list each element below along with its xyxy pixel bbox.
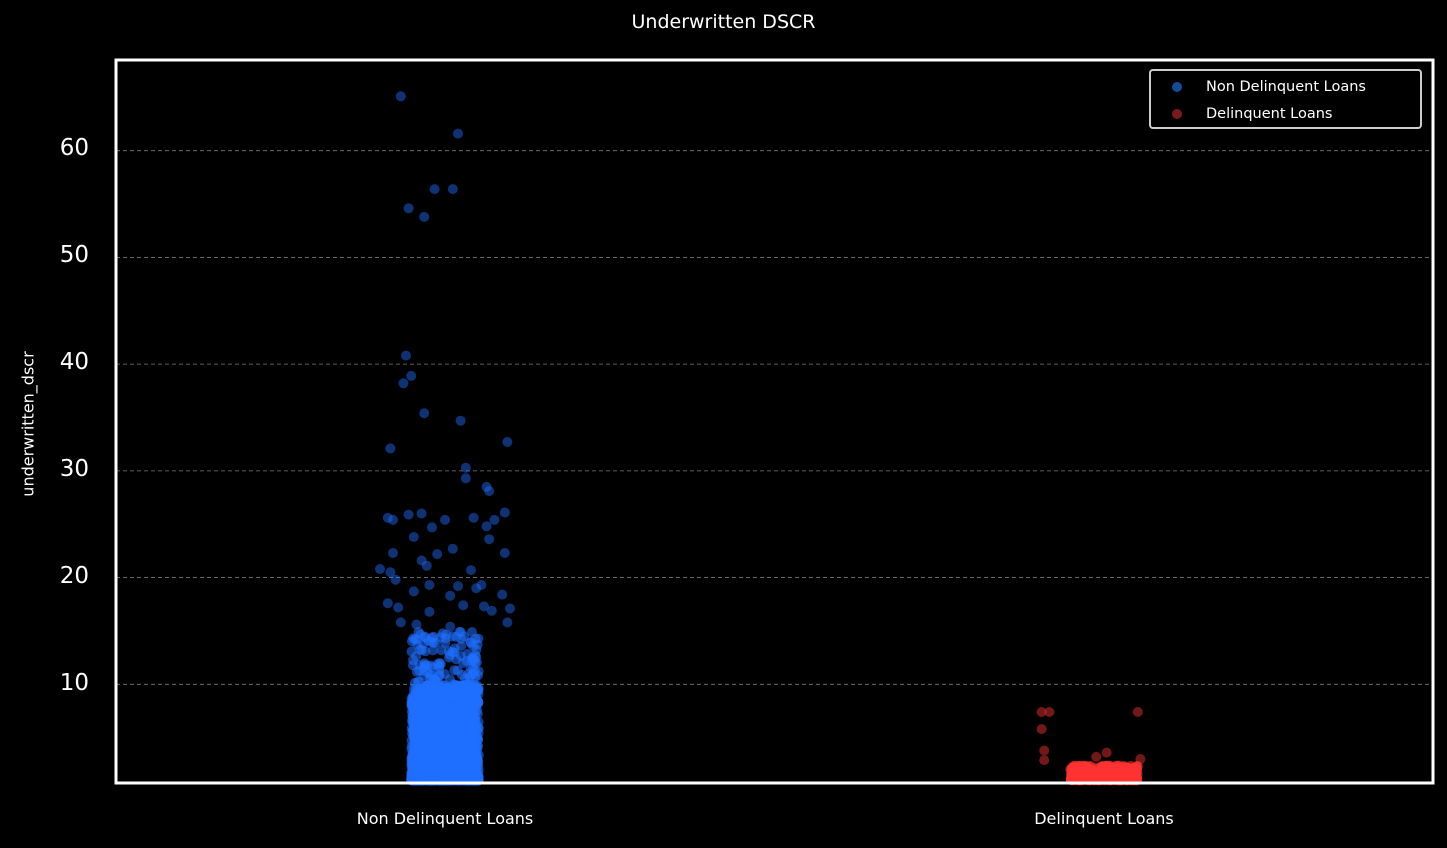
scatter-points <box>375 91 1146 786</box>
legend-item-non-delinquent: Non Delinquent Loans <box>1151 77 1366 97</box>
y-tick-10: 10 <box>59 670 89 696</box>
y-tick-60: 60 <box>59 135 89 161</box>
legend-label: Delinquent Loans <box>1206 106 1333 122</box>
x-tick-non-delinquent: Non Delinquent Loans <box>356 809 534 828</box>
x-tick-delinquent: Delinquent Loans <box>1034 809 1174 828</box>
y-axis-label: underwritten_dscr <box>18 351 38 497</box>
y-tick-50: 50 <box>59 242 89 268</box>
gridlines <box>116 150 1433 685</box>
legend: Non Delinquent Loans Delinquent Loans <box>1149 69 1422 129</box>
y-tick-20: 20 <box>59 563 89 589</box>
axes-frame <box>114 58 1435 785</box>
legend-marker-blue-dot-icon <box>1172 82 1182 92</box>
legend-item-delinquent: Delinquent Loans <box>1151 104 1332 124</box>
y-tick-30: 30 <box>59 456 89 482</box>
legend-marker-red-dot-icon <box>1172 109 1182 119</box>
y-tick-40: 40 <box>59 349 89 375</box>
chart-title: Underwritten DSCR <box>631 11 816 33</box>
legend-label: Non Delinquent Loans <box>1206 79 1366 95</box>
